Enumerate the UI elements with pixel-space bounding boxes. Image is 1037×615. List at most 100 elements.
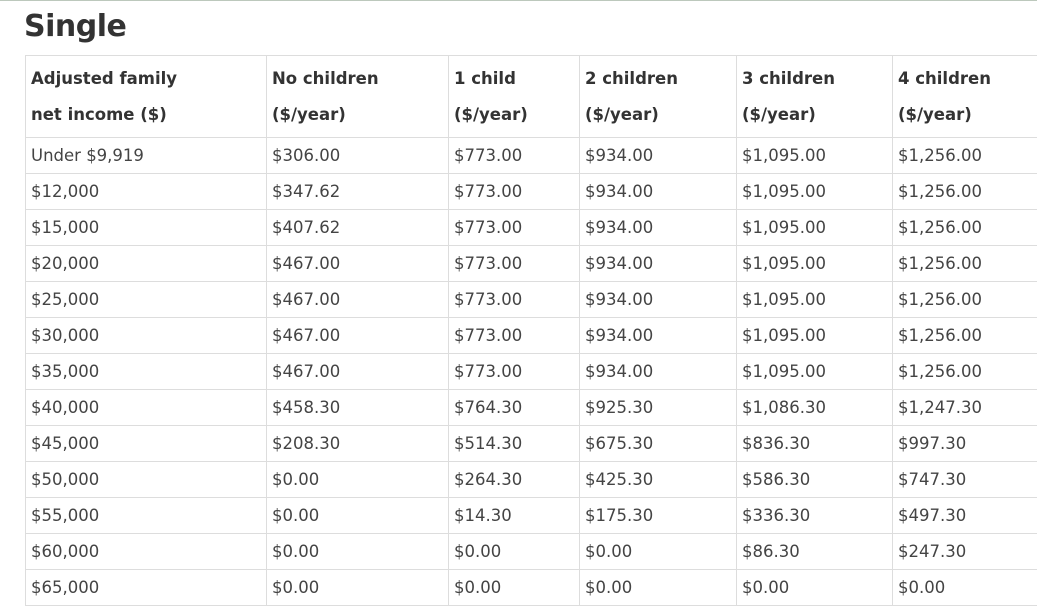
cell-no-children: $467.00 [266,281,449,318]
top-divider [0,0,1037,1]
cell-2-children: $0.00 [579,533,737,570]
cell-4-children: $1,256.00 [892,317,1037,354]
table-row: $15,000 $407.62 $773.00 $934.00 $1,095.0… [25,209,1037,246]
cell-no-children: $467.00 [266,353,449,390]
table-row: $25,000 $467.00 $773.00 $934.00 $1,095.0… [25,281,1037,318]
cell-1-child: $14.30 [448,497,580,534]
cell-4-children: $1,247.30 [892,389,1037,426]
cell-2-children: $934.00 [579,209,737,246]
cell-no-children: $407.62 [266,209,449,246]
table-row: $20,000 $467.00 $773.00 $934.00 $1,095.0… [25,245,1037,282]
cell-4-children: $497.30 [892,497,1037,534]
cell-no-children: $306.00 [266,137,449,174]
cell-income: $30,000 [25,317,267,354]
cell-2-children: $0.00 [579,569,737,606]
cell-no-children: $0.00 [266,497,449,534]
cell-income: $65,000 [25,569,267,606]
table-row: $50,000 $0.00 $264.30 $425.30 $586.30 $7… [25,461,1037,498]
table-row: $55,000 $0.00 $14.30 $175.30 $336.30 $49… [25,497,1037,534]
table-row: $40,000 $458.30 $764.30 $925.30 $1,086.3… [25,389,1037,426]
cell-4-children: $997.30 [892,425,1037,462]
cell-income: $55,000 [25,497,267,534]
cell-no-children: $0.00 [266,569,449,606]
cell-1-child: $0.00 [448,533,580,570]
section-title: Single [24,9,127,44]
cell-2-children: $934.00 [579,245,737,282]
cell-1-child: $773.00 [448,281,580,318]
cell-no-children: $347.62 [266,173,449,210]
cell-1-child: $773.00 [448,137,580,174]
cell-4-children: $0.00 [892,569,1037,606]
header-1-child: 1 child ($/year) [448,55,580,138]
cell-no-children: $458.30 [266,389,449,426]
cell-income: $40,000 [25,389,267,426]
cell-3-children: $0.00 [736,569,893,606]
cell-3-children: $86.30 [736,533,893,570]
cell-2-children: $175.30 [579,497,737,534]
cell-3-children: $1,095.00 [736,317,893,354]
cell-3-children: $1,086.30 [736,389,893,426]
cell-income: $50,000 [25,461,267,498]
cell-1-child: $773.00 [448,209,580,246]
cell-2-children: $934.00 [579,137,737,174]
cell-1-child: $0.00 [448,569,580,606]
cell-2-children: $934.00 [579,317,737,354]
table-row: $60,000 $0.00 $0.00 $0.00 $86.30 $247.30 [25,533,1037,570]
cell-4-children: $1,256.00 [892,281,1037,318]
header-3-children: 3 children ($/year) [736,55,893,138]
cell-3-children: $586.30 [736,461,893,498]
cell-income: $12,000 [25,173,267,210]
header-no-children: No children ($/year) [266,55,449,138]
cell-1-child: $764.30 [448,389,580,426]
header-4-children: 4 children ($/year) [892,55,1037,138]
cell-2-children: $934.00 [579,281,737,318]
cell-4-children: $1,256.00 [892,353,1037,390]
cell-1-child: $773.00 [448,317,580,354]
cell-4-children: $247.30 [892,533,1037,570]
cell-3-children: $336.30 [736,497,893,534]
cell-1-child: $514.30 [448,425,580,462]
cell-no-children: $0.00 [266,533,449,570]
cell-2-children: $934.00 [579,353,737,390]
cell-4-children: $1,256.00 [892,173,1037,210]
cell-no-children: $208.30 [266,425,449,462]
header-income: Adjusted family net income ($) [25,55,267,138]
table-row: $30,000 $467.00 $773.00 $934.00 $1,095.0… [25,317,1037,354]
cell-3-children: $1,095.00 [736,245,893,282]
cell-1-child: $773.00 [448,173,580,210]
benefit-rates-table: Adjusted family net income ($) No childre… [25,55,1037,606]
cell-income: $35,000 [25,353,267,390]
cell-2-children: $925.30 [579,389,737,426]
cell-2-children: $934.00 [579,173,737,210]
table-row: $45,000 $208.30 $514.30 $675.30 $836.30 … [25,425,1037,462]
cell-income: $20,000 [25,245,267,282]
cell-income: $15,000 [25,209,267,246]
cell-3-children: $1,095.00 [736,281,893,318]
cell-4-children: $1,256.00 [892,245,1037,282]
cell-4-children: $747.30 [892,461,1037,498]
table-row: Under $9,919 $306.00 $773.00 $934.00 $1,… [25,137,1037,174]
table-row: $65,000 $0.00 $0.00 $0.00 $0.00 $0.00 [25,569,1037,606]
cell-2-children: $425.30 [579,461,737,498]
table-row: $35,000 $467.00 $773.00 $934.00 $1,095.0… [25,353,1037,390]
cell-no-children: $467.00 [266,245,449,282]
cell-3-children: $1,095.00 [736,209,893,246]
cell-no-children: $0.00 [266,461,449,498]
cell-income: Under $9,919 [25,137,267,174]
cell-income: $60,000 [25,533,267,570]
cell-1-child: $264.30 [448,461,580,498]
header-2-children: 2 children ($/year) [579,55,737,138]
cell-3-children: $836.30 [736,425,893,462]
cell-3-children: $1,095.00 [736,353,893,390]
table-header-row: Adjusted family net income ($) No childre… [25,55,1037,138]
cell-2-children: $675.30 [579,425,737,462]
cell-no-children: $467.00 [266,317,449,354]
cell-income: $45,000 [25,425,267,462]
cell-1-child: $773.00 [448,245,580,282]
table-row: $12,000 $347.62 $773.00 $934.00 $1,095.0… [25,173,1037,210]
cell-4-children: $1,256.00 [892,137,1037,174]
cell-3-children: $1,095.00 [736,137,893,174]
cell-4-children: $1,256.00 [892,209,1037,246]
cell-income: $25,000 [25,281,267,318]
cell-1-child: $773.00 [448,353,580,390]
